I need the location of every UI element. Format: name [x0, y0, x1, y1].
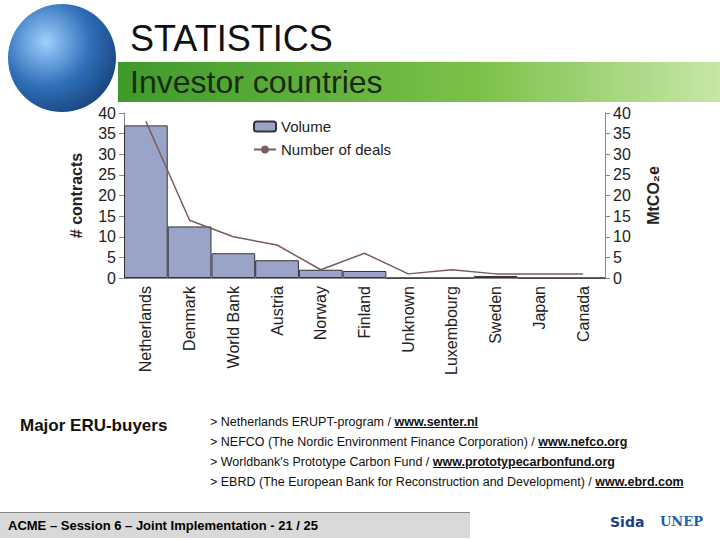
svg-text:Denmark: Denmark: [181, 285, 198, 351]
svg-text:40: 40: [613, 105, 631, 122]
svg-text:30: 30: [613, 146, 631, 163]
svg-text:5: 5: [613, 249, 622, 266]
svg-text:15: 15: [613, 208, 631, 225]
svg-text:# contracts: # contracts: [68, 153, 85, 238]
svg-text:Netherlands: Netherlands: [137, 286, 154, 372]
svg-text:5: 5: [107, 249, 116, 266]
svg-text:Austria: Austria: [269, 286, 286, 336]
svg-text:20: 20: [613, 187, 631, 204]
svg-text:30: 30: [98, 146, 116, 163]
html-text:> Worldbank's Prototype Carbon: > Worldbank's Prototype Carbon Fund / ww…: [210, 455, 615, 469]
svg-text:Canada: Canada: [575, 286, 592, 342]
svg-text:Number of deals: Number of deals: [281, 141, 391, 158]
svg-text:MtCO₂e: MtCO₂e: [645, 166, 662, 225]
svg-text:35: 35: [613, 125, 631, 142]
svg-text:Japan: Japan: [531, 286, 548, 330]
html-text:UNEP: UNEP: [660, 514, 703, 529]
svg-text:25: 25: [613, 166, 631, 183]
svg-text:Unknown: Unknown: [400, 286, 417, 353]
html-text:ACME – Session 6 – Joint Imple: ACME – Session 6 – Joint Implementation …: [8, 518, 318, 533]
svg-text:0: 0: [613, 270, 622, 287]
svg-text:40: 40: [98, 105, 116, 122]
svg-text:Volume: Volume: [281, 118, 331, 135]
svg-text:10: 10: [613, 228, 631, 245]
svg-text:Luxembourg: Luxembourg: [443, 286, 460, 375]
html-text:> NEFCO (The Nordic Environmen: > NEFCO (The Nordic Environment Finance …: [210, 435, 628, 449]
html-text:> Netherlands ERUPT-program /: > Netherlands ERUPT-program / www.senter…: [210, 415, 478, 429]
svg-text:Norway: Norway: [312, 286, 329, 340]
html-text:Investor countries: Investor countries: [130, 64, 383, 100]
svg-text:35: 35: [98, 125, 116, 142]
svg-text:Finland: Finland: [356, 286, 373, 338]
html-text:> EBRD (The European Bank for: > EBRD (The European Bank for Reconstruc…: [210, 475, 684, 489]
html-text:Sida: Sida: [610, 514, 645, 530]
svg-text:World Bank: World Bank: [225, 285, 242, 368]
svg-text:0: 0: [107, 270, 116, 287]
html-text:Major ERU-buyers: Major ERU-buyers: [20, 416, 168, 435]
svg-text:25: 25: [98, 166, 116, 183]
svg-text:15: 15: [98, 208, 116, 225]
html-text:STATISTICS: STATISTICS: [130, 18, 333, 59]
svg-text:10: 10: [98, 228, 116, 245]
svg-text:Sweden: Sweden: [487, 286, 504, 344]
svg-text:20: 20: [98, 187, 116, 204]
